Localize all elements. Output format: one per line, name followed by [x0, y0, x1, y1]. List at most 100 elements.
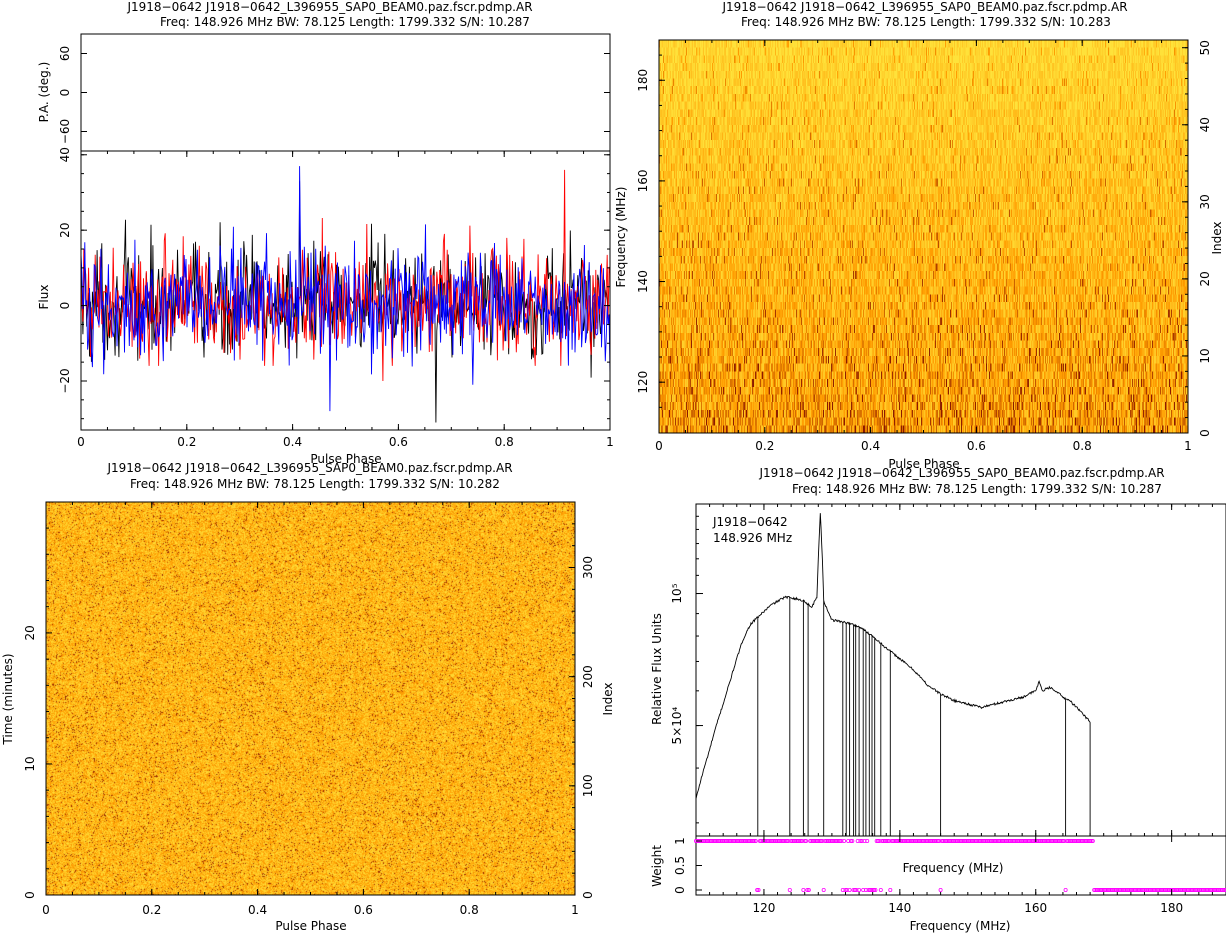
weight-point	[1060, 839, 1065, 844]
weight-point	[1143, 888, 1148, 893]
weight-point	[770, 839, 775, 844]
weight-point	[702, 839, 707, 844]
weight-point	[1188, 888, 1193, 893]
weight-point	[1012, 839, 1017, 844]
weight-point	[1135, 888, 1140, 893]
weight-point	[1166, 888, 1171, 893]
weight-point	[774, 839, 779, 844]
weight-point	[850, 839, 855, 844]
weight-point	[1047, 839, 1052, 844]
weight-point	[831, 839, 836, 844]
weight-point	[1103, 888, 1108, 893]
weight-point	[1026, 839, 1031, 844]
weight-point	[1024, 839, 1029, 844]
weight-point	[900, 839, 905, 844]
weight-point	[1160, 888, 1165, 893]
weight-point	[820, 839, 825, 844]
weight-point	[959, 839, 964, 844]
weight-point	[797, 839, 802, 844]
weight-point	[783, 839, 788, 844]
weight-point	[1022, 839, 1027, 844]
weight-point	[1134, 888, 1139, 893]
weight-point	[842, 839, 847, 844]
weight-point	[1138, 888, 1143, 893]
weight-point	[775, 839, 780, 844]
weight-point	[1162, 888, 1167, 893]
weight-point	[1002, 839, 1007, 844]
weight-point	[706, 839, 711, 844]
x-tick-label: 0.8	[495, 435, 514, 449]
weight-point	[1071, 839, 1076, 844]
weight-point	[1067, 839, 1072, 844]
weight-point	[1009, 839, 1014, 844]
weight-point	[1084, 839, 1089, 844]
weight-point	[703, 839, 708, 844]
weight-point	[786, 839, 791, 844]
weight-point	[848, 839, 853, 844]
y2-tick-label: 10	[1198, 348, 1212, 363]
weight-point	[876, 839, 881, 844]
weight-point	[1105, 888, 1110, 893]
weight-point	[895, 839, 900, 844]
weight-point	[732, 839, 737, 844]
y2-axis-label: Index	[1210, 221, 1224, 254]
weight-point	[1066, 839, 1071, 844]
weight-point	[984, 839, 989, 844]
weight-point	[740, 839, 745, 844]
weight-point	[918, 839, 923, 844]
weight-point	[1141, 888, 1146, 893]
chart-subtitle: Freq: 148.926 MHz BW: 78.125 Length: 179…	[130, 477, 500, 491]
weight-axis-label: Weight	[650, 845, 664, 887]
weight-point	[1211, 888, 1216, 893]
weight-point	[1214, 888, 1219, 893]
weight-point	[973, 839, 978, 844]
weight-point	[933, 839, 938, 844]
weight-point	[1007, 839, 1012, 844]
x-tick-label: 120	[752, 901, 775, 915]
weight-point	[972, 839, 977, 844]
weight-point	[1031, 839, 1036, 844]
source-name-annotation: J1918−0642	[712, 515, 788, 529]
x-tick-label: 0.6	[389, 435, 408, 449]
weight-point	[776, 839, 781, 844]
weight-point	[1097, 888, 1102, 893]
weight-point	[1041, 839, 1046, 844]
weight-point	[753, 839, 758, 844]
weight-point	[816, 839, 821, 844]
weight-point	[717, 839, 722, 844]
weight-point	[1028, 839, 1033, 844]
weight-point	[940, 839, 945, 844]
x-tick-label: 0.4	[861, 439, 880, 453]
chart-subtitle: Freq: 148.926 MHz BW: 78.125 Length: 179…	[160, 15, 530, 29]
weight-point	[781, 839, 786, 844]
weight-point	[885, 839, 890, 844]
weight-point	[978, 839, 983, 844]
weight-point	[980, 839, 985, 844]
weight-point	[927, 839, 932, 844]
weight-point	[862, 839, 867, 844]
weight-point	[828, 839, 833, 844]
y2-tick-label: 0	[581, 891, 595, 899]
y2-tick-label: 20	[1198, 271, 1212, 286]
y2-tick-label: 30	[1198, 194, 1212, 209]
weight-point	[808, 839, 813, 844]
weight-point	[1065, 839, 1070, 844]
weight-point	[1069, 839, 1074, 844]
x-tick-label: 0.8	[1073, 439, 1092, 453]
weight-point	[1055, 839, 1060, 844]
weight-x-axis-label: Frequency (MHz)	[903, 861, 1004, 875]
weight-point	[1203, 888, 1208, 893]
weight-point	[965, 839, 970, 844]
x-tick-label: 0.2	[177, 435, 196, 449]
weight-point	[1112, 888, 1117, 893]
weight-point	[946, 839, 951, 844]
y-axis-label: Time (minutes)	[1, 653, 15, 745]
x-axis-label: Pulse Phase	[275, 919, 346, 933]
flux-series-line	[80, 166, 611, 412]
weight-point	[1111, 888, 1116, 893]
weight-point	[1157, 888, 1162, 893]
weight-point	[1052, 839, 1057, 844]
flux-tick-label: 40	[58, 147, 72, 162]
weight-point	[1046, 839, 1051, 844]
weight-point	[825, 839, 830, 844]
